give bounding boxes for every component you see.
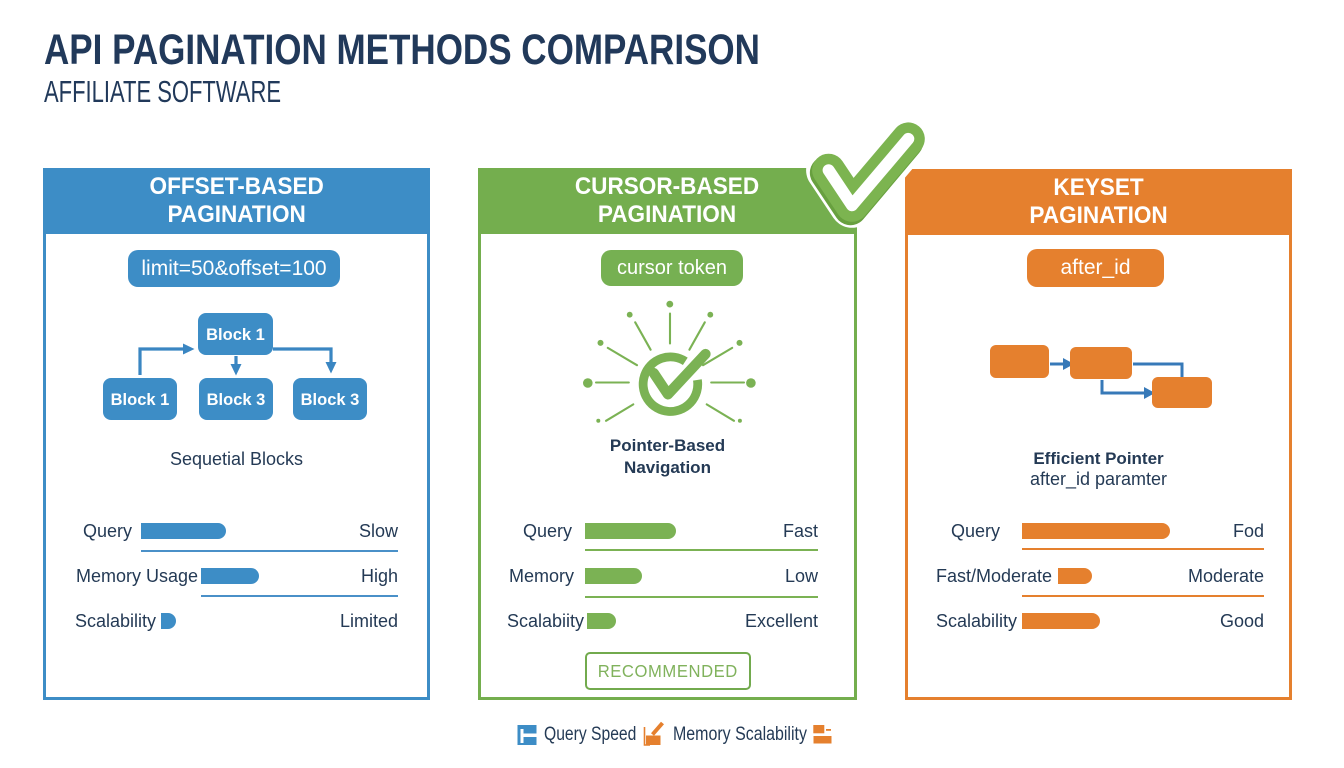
svg-text:Block 3: Block 3: [207, 391, 266, 409]
svg-text:Block 1: Block 1: [206, 326, 265, 344]
svg-text:Block 3: Block 3: [301, 391, 360, 409]
svg-text:Block 1: Block 1: [111, 391, 170, 409]
